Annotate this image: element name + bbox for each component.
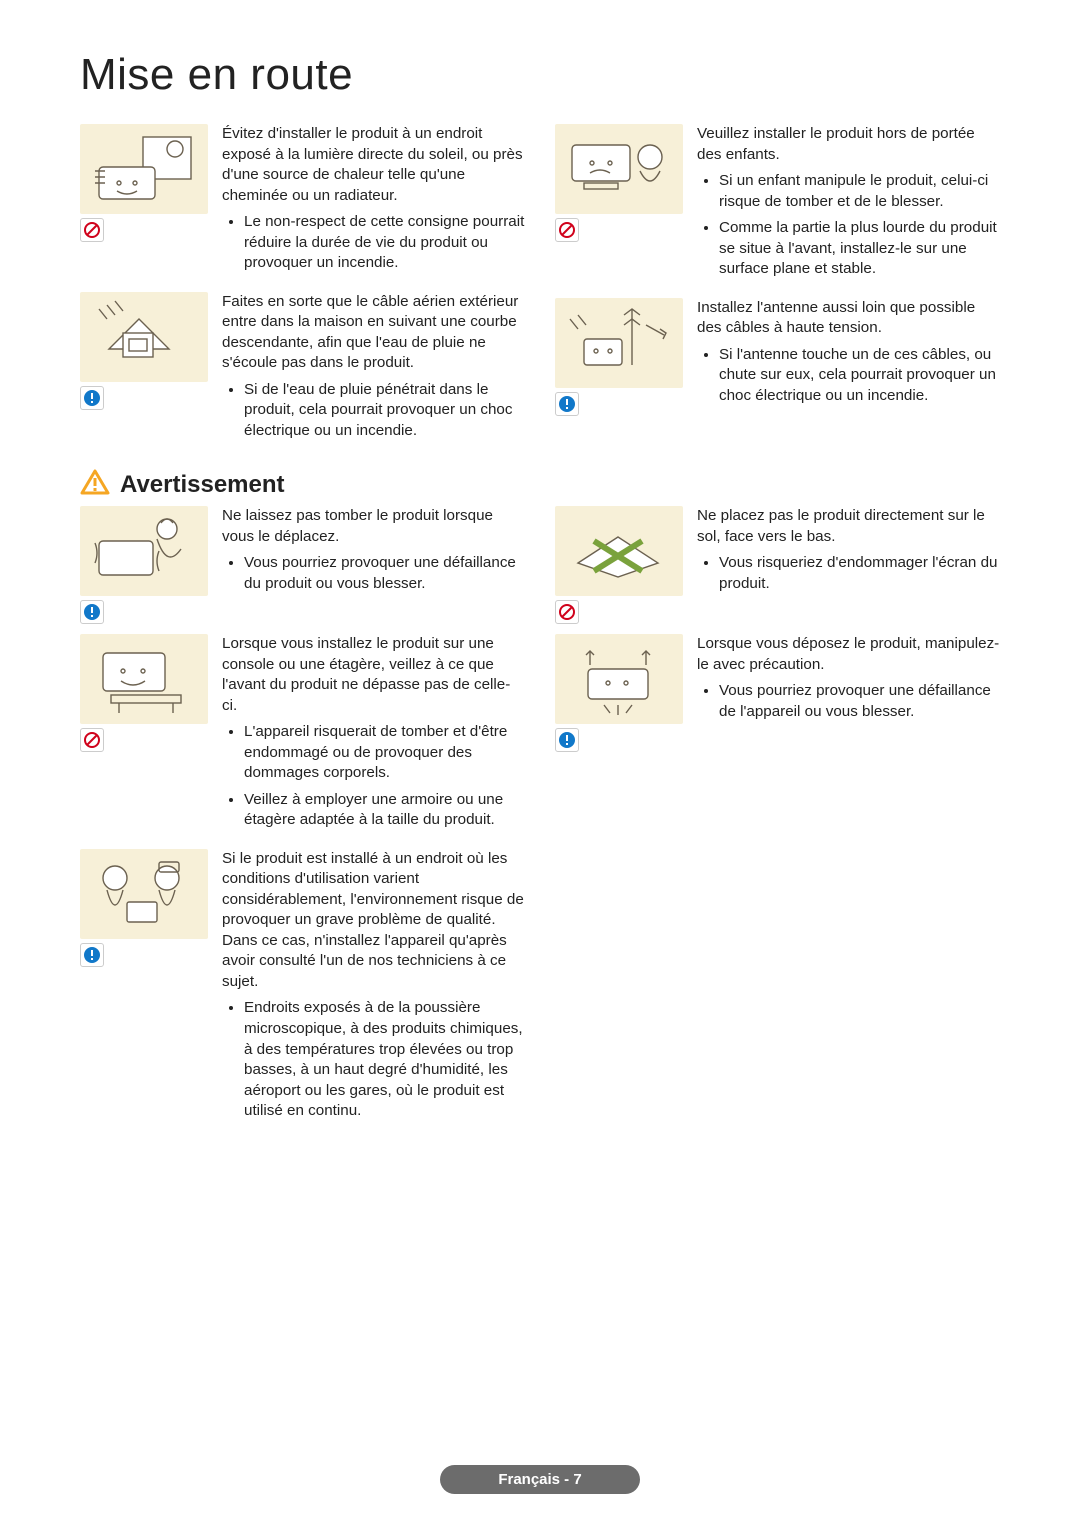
doodle-icon	[564, 131, 674, 207]
bullet-list: L'appareil risquerait de tomber et d'êtr…	[222, 722, 525, 831]
bullet: Si l'antenne touche un de ces câbles, ou…	[719, 345, 1000, 407]
thumb	[555, 506, 683, 624]
col-right: Ne placez pas le produit directement sur…	[555, 506, 1000, 1139]
doodle-icon	[564, 305, 674, 381]
prohibit-icon	[555, 600, 579, 624]
group-1: Évitez d'installer le produit à un endro…	[80, 124, 1000, 459]
illustration	[555, 506, 683, 596]
page-title: Mise en route	[80, 50, 1000, 100]
safety-block: Ne placez pas le produit directement sur…	[555, 506, 1000, 624]
warning-triangle-icon	[80, 469, 110, 500]
caution-icon	[80, 943, 104, 967]
illustration	[80, 634, 208, 724]
bullet-list: Si l'antenne touche un de ces câbles, ou…	[697, 345, 1000, 407]
illustration	[555, 634, 683, 724]
illustration	[80, 292, 208, 382]
illustration	[555, 124, 683, 214]
bullet: Comme la partie la plus lourde du produi…	[719, 218, 1000, 280]
thumb	[80, 292, 208, 410]
thumb	[80, 634, 208, 752]
col-right: Veuillez installer le produit hors de po…	[555, 124, 1000, 459]
thumb	[555, 634, 683, 752]
group-2: Ne laissez pas tomber le produit lorsque…	[80, 506, 1000, 1139]
caution-icon	[555, 392, 579, 416]
illustration	[80, 124, 208, 214]
thumb	[555, 298, 683, 416]
safety-block: Faites en sorte que le câble aérien exté…	[80, 292, 525, 450]
illustration	[80, 506, 208, 596]
safety-text: Évitez d'installer le produit à un endro…	[222, 124, 525, 282]
prohibit-icon	[555, 218, 579, 242]
bullet-list: Vous risqueriez d'endommager l'écran du …	[697, 553, 1000, 594]
bullet-list: Vous pourriez provoquer une défaillance …	[697, 681, 1000, 722]
caution-icon	[80, 600, 104, 624]
bullet-list: Si un enfant manipule le produit, celui-…	[697, 171, 1000, 280]
warning-label: Avertissement	[120, 471, 285, 499]
para: Installez l'antenne aussi loin que possi…	[697, 298, 1000, 339]
safety-block: Lorsque vous installez le produit sur un…	[80, 634, 525, 839]
footer: Français - 7	[0, 1465, 1080, 1494]
para: Ne placez pas le produit directement sur…	[697, 506, 1000, 547]
safety-block: Ne laissez pas tomber le produit lorsque…	[80, 506, 525, 624]
safety-text: Lorsque vous déposez le produit, manipul…	[697, 634, 1000, 730]
safety-text: Si le produit est installé à un endroit …	[222, 849, 525, 1130]
safety-text: Veuillez installer le produit hors de po…	[697, 124, 1000, 288]
bullet: Veillez à employer une armoire ou une ét…	[244, 790, 525, 831]
safety-text: Ne placez pas le produit directement sur…	[697, 506, 1000, 602]
para: Lorsque vous déposez le produit, manipul…	[697, 634, 1000, 675]
doodle-icon	[89, 131, 199, 207]
bullet-list: Si de l'eau de pluie pénétrait dans le p…	[222, 380, 525, 442]
thumb	[555, 124, 683, 242]
caution-icon	[555, 728, 579, 752]
para: Évitez d'installer le produit à un endro…	[222, 124, 525, 206]
col-left: Évitez d'installer le produit à un endro…	[80, 124, 525, 459]
doodle-icon	[564, 641, 674, 717]
para: Veuillez installer le produit hors de po…	[697, 124, 1000, 165]
bullet: Endroits exposés à de la poussière micro…	[244, 998, 525, 1121]
page: Mise en route	[0, 0, 1080, 1534]
safety-text: Lorsque vous installez le produit sur un…	[222, 634, 525, 839]
illustration	[555, 298, 683, 388]
safety-block: Si le produit est installé à un endroit …	[80, 849, 525, 1130]
bullet: Vous pourriez provoquer une défaillance …	[719, 681, 1000, 722]
bullet: Si un enfant manipule le produit, celui-…	[719, 171, 1000, 212]
safety-text: Installez l'antenne aussi loin que possi…	[697, 298, 1000, 415]
col-left: Ne laissez pas tomber le produit lorsque…	[80, 506, 525, 1139]
thumb	[80, 124, 208, 242]
safety-block: Lorsque vous déposez le produit, manipul…	[555, 634, 1000, 752]
doodle-icon	[89, 513, 199, 589]
page-number-pill: Français - 7	[440, 1465, 639, 1494]
para: Si le produit est installé à un endroit …	[222, 849, 525, 993]
warning-heading: Avertissement	[80, 469, 1000, 500]
bullet-list: Vous pourriez provoquer une défaillance …	[222, 553, 525, 594]
bullet: Si de l'eau de pluie pénétrait dans le p…	[244, 380, 525, 442]
bullet: Vous risqueriez d'endommager l'écran du …	[719, 553, 1000, 594]
prohibit-icon	[80, 218, 104, 242]
para: Lorsque vous installez le produit sur un…	[222, 634, 525, 716]
prohibit-icon	[80, 728, 104, 752]
doodle-icon	[89, 856, 199, 932]
para: Ne laissez pas tomber le produit lorsque…	[222, 506, 525, 547]
safety-block: Évitez d'installer le produit à un endro…	[80, 124, 525, 282]
illustration	[80, 849, 208, 939]
safety-text: Ne laissez pas tomber le produit lorsque…	[222, 506, 525, 602]
bullet: Vous pourriez provoquer une défaillance …	[244, 553, 525, 594]
bullet: Le non-respect de cette consigne pourrai…	[244, 212, 525, 274]
bullet-list: Le non-respect de cette consigne pourrai…	[222, 212, 525, 274]
doodle-icon	[89, 299, 199, 375]
bullet: L'appareil risquerait de tomber et d'êtr…	[244, 722, 525, 784]
caution-icon	[80, 386, 104, 410]
bullet-list: Endroits exposés à de la poussière micro…	[222, 998, 525, 1121]
doodle-icon	[564, 513, 674, 589]
safety-text: Faites en sorte que le câble aérien exté…	[222, 292, 525, 450]
safety-block: Installez l'antenne aussi loin que possi…	[555, 298, 1000, 416]
thumb	[80, 849, 208, 967]
thumb	[80, 506, 208, 624]
para: Faites en sorte que le câble aérien exté…	[222, 292, 525, 374]
safety-block: Veuillez installer le produit hors de po…	[555, 124, 1000, 288]
doodle-icon	[89, 641, 199, 717]
